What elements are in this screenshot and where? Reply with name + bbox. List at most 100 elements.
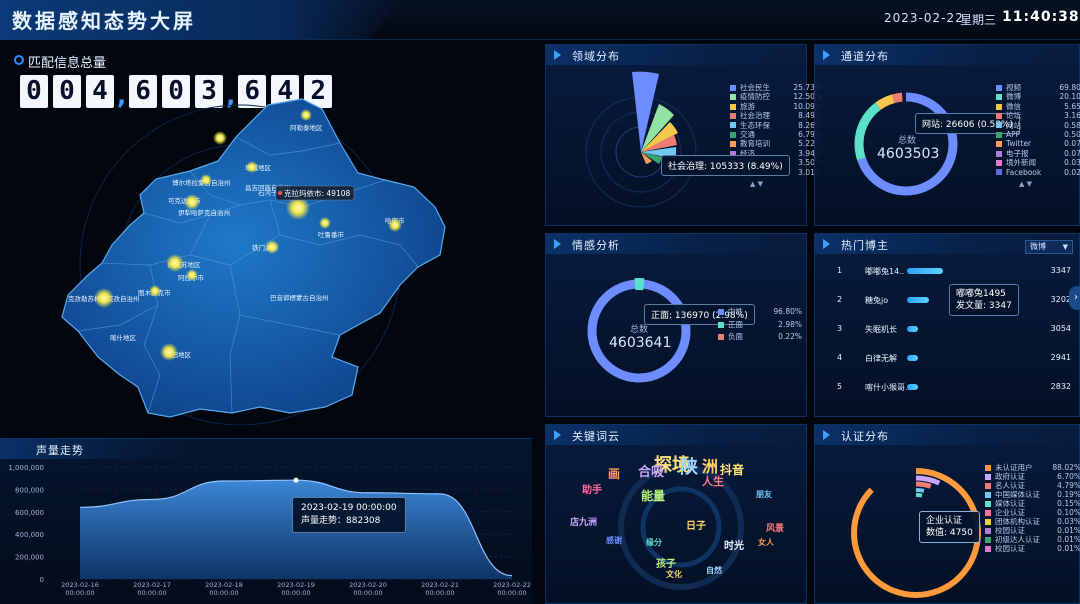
- legend-swatch: [996, 122, 1002, 129]
- trend-chart[interactable]: 0 200,000 400,000 600,000 800,000 1,000,000 20…: [0, 439, 532, 604]
- legend-name: 交通: [740, 130, 755, 140]
- keyword[interactable]: 缘分: [646, 538, 662, 547]
- legend-percent: 0.15%: [1057, 499, 1080, 508]
- x-tick-date: 2023-02-18: [205, 581, 243, 589]
- map-label: 石河子市: [258, 188, 285, 197]
- keyword[interactable]: 感谢: [606, 536, 622, 545]
- legend-item[interactable]: 正面 2.98%: [718, 319, 802, 332]
- arrow-icon: [554, 239, 561, 249]
- blogger-name: 喀什小猴哥..: [865, 383, 911, 392]
- sentiment-panel-title: 情感分析: [572, 239, 620, 252]
- legend-item[interactable]: 交通 6.79%: [730, 130, 822, 139]
- counter-digit: 3: [195, 75, 224, 108]
- legend-item[interactable]: 校园认证 0.01%: [985, 526, 1080, 535]
- legend-swatch: [718, 334, 724, 341]
- keyword[interactable]: 探境: [654, 455, 690, 476]
- chevron-right-icon[interactable]: ›: [1069, 286, 1080, 310]
- legend-item[interactable]: 校园认证 0.01%: [985, 544, 1080, 553]
- legend-percent: 2.98%: [778, 319, 802, 329]
- blogger-row[interactable]: 3 失眠机长 3054: [815, 322, 1080, 336]
- legend-item[interactable]: 电子报 0.07%: [996, 149, 1080, 158]
- keyword[interactable]: 日子: [686, 521, 706, 532]
- legend-percent: 0.22%: [778, 332, 802, 341]
- blogger-row[interactable]: 5 喀什小猴哥.. 2832: [815, 380, 1080, 394]
- legend-item[interactable]: 社会治理 8.49%: [730, 111, 822, 120]
- keyword[interactable]: 店九洲: [570, 518, 598, 528]
- legend-swatch: [730, 150, 736, 157]
- keyword[interactable]: 合吸: [638, 465, 665, 480]
- legend-item[interactable]: 旅游 10.09%: [730, 102, 822, 111]
- keyword[interactable]: 朋友: [756, 490, 772, 499]
- legend-item[interactable]: Twitter 0.07%: [996, 139, 1080, 148]
- channel-donut-chart[interactable]: [851, 89, 961, 199]
- legend-pager-icon[interactable]: ▲ ▼: [750, 180, 763, 188]
- legend-name: 名人认证: [995, 481, 1025, 490]
- blogger-row[interactable]: 1 嘟嘟兔14.. 3347: [815, 264, 1080, 278]
- legend-item[interactable]: 视频 69.80%: [996, 83, 1080, 92]
- keyword[interactable]: 人生: [702, 475, 724, 488]
- legend-item[interactable]: APP 0.50%: [996, 130, 1080, 139]
- y-tick-label: 600,000: [15, 509, 44, 517]
- keyword[interactable]: 抖音: [720, 463, 745, 477]
- counter-digit: 4: [86, 75, 114, 108]
- legend-item[interactable]: Facebook 0.02%: [996, 168, 1080, 177]
- sentiment-donut-chart[interactable]: [584, 276, 694, 386]
- legend-name: 正面: [728, 319, 743, 329]
- keyword[interactable]: 风景: [766, 524, 785, 534]
- legend-percent: 8.26%: [798, 120, 822, 130]
- legend-item[interactable]: 生态环保 8.26%: [730, 121, 822, 130]
- legend-item[interactable]: 境外新闻 0.03%: [996, 158, 1080, 167]
- sentiment-panel: 情感分析 总数 4603641 正面: 136970 (2.98%) 中性 96.…: [545, 233, 807, 417]
- keyword[interactable]: 女人: [758, 538, 774, 547]
- legend-item[interactable]: 经济 3.94%: [730, 149, 822, 158]
- keyword[interactable]: 孩子: [656, 559, 676, 570]
- trend-panel-header: 声量走势: [0, 439, 200, 459]
- legend-item[interactable]: 团体机构认证 0.03%: [985, 517, 1080, 526]
- legend-percent: 3.01%: [798, 167, 822, 177]
- legend-name: 电子报: [1006, 148, 1029, 158]
- legend-item[interactable]: 教育培训 5.22%: [730, 139, 822, 148]
- keyword[interactable]: 能量: [641, 489, 666, 503]
- legend-item[interactable]: 初级达人认证 0.01%: [985, 535, 1080, 544]
- domain-rose-chart[interactable]: [566, 67, 716, 217]
- legend-item[interactable]: 企业认证 0.10%: [985, 508, 1080, 517]
- keyword[interactable]: 画: [608, 467, 621, 481]
- map-shape[interactable]: [61, 98, 446, 418]
- legend-percent: 6.79%: [798, 130, 822, 140]
- legend-item[interactable]: 中国媒体认证 0.19%: [985, 490, 1080, 499]
- keyword[interactable]: 助手: [582, 485, 602, 496]
- legend-item[interactable]: 名人认证 4.79%: [985, 481, 1080, 490]
- channel-tooltip: 网站: 26606 (0.58%): [915, 113, 1020, 134]
- legend-item[interactable]: 中性 96.80%: [718, 306, 802, 319]
- trend-point[interactable]: [293, 477, 299, 483]
- keyword[interactable]: 时光: [724, 541, 744, 552]
- blogger-row[interactable]: 4 白律无解 2941: [815, 351, 1080, 365]
- blogger-row[interactable]: 2 糖兔jo 3202: [815, 293, 1080, 307]
- keyword[interactable]: 洲: [702, 457, 719, 476]
- legend-percent: 5.22%: [798, 139, 822, 149]
- region-map[interactable]: 阿勒泰地区 博尔塔拉蒙古自治州 塔城地区 伊犁哈萨克自治州 昌吉回族自治州 石河…: [40, 95, 460, 425]
- legend-item[interactable]: 疫情防控 12.50%: [730, 92, 822, 101]
- keyword[interactable]: 文化: [666, 570, 682, 579]
- legend-item[interactable]: 未认证用户 88.02%: [985, 463, 1080, 472]
- keyword[interactable]: 自然: [706, 566, 722, 575]
- legend-item[interactable]: 微博 20.10%: [996, 92, 1080, 101]
- legend-item[interactable]: 政府认证 6.70%: [985, 472, 1080, 481]
- keyword[interactable]: 陕: [680, 457, 698, 478]
- legend-item[interactable]: 媒体认证 0.15%: [985, 499, 1080, 508]
- platform-select[interactable]: 微博 ▼: [1025, 240, 1073, 254]
- blogger-rank: 1: [837, 266, 843, 275]
- keywords-panel: 关键词云 探境陕洲抖音 合吸 人生 画能量 助手 日子 时光 孩子 店九洲 风景 朋友 文化 感谢 女人 缘…: [545, 424, 807, 604]
- legend-item[interactable]: 论坛 3.16%: [996, 111, 1080, 120]
- cert-panel-header: 认证分布: [815, 425, 1079, 445]
- x-tick-date: 2023-02-17: [133, 581, 171, 589]
- chevron-down-icon: ▼: [1062, 243, 1068, 251]
- legend-percent: 0.07%: [1064, 148, 1080, 158]
- legend-item[interactable]: 微信 5.65%: [996, 102, 1080, 111]
- legend-pager-icon[interactable]: ▲ ▼: [1019, 180, 1032, 188]
- legend-percent: 96.80%: [773, 307, 802, 316]
- legend-name: 旅游: [740, 101, 755, 111]
- legend-item[interactable]: 网站 0.58%: [996, 121, 1080, 130]
- legend-item[interactable]: 社会民生 25.73%: [730, 83, 822, 92]
- legend-item[interactable]: 负面 0.22%: [718, 331, 802, 344]
